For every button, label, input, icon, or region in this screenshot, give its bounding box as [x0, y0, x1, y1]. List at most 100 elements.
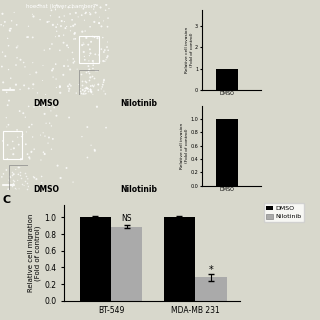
Point: [68, 24, 73, 29]
Point: [26, 86, 31, 91]
Point: [8, 76, 13, 81]
Point: [80, 29, 85, 34]
Point: [52, 7, 58, 12]
Point: [88, 88, 93, 93]
Point: [104, 55, 109, 60]
Point: [84, 85, 90, 90]
Point: [40, 63, 45, 68]
Point: [8, 86, 13, 91]
Point: [105, 39, 110, 44]
Point: [76, 82, 81, 87]
Text: DMSO: DMSO: [33, 185, 60, 195]
Point: [92, 147, 97, 152]
Point: [21, 111, 26, 116]
Point: [23, 173, 28, 179]
Point: [2, 19, 7, 24]
Point: [64, 24, 69, 29]
Point: [96, 82, 101, 87]
Point: [96, 88, 101, 93]
Point: [4, 90, 9, 95]
Point: [27, 124, 32, 130]
Point: [0, 138, 5, 143]
Point: [82, 78, 87, 83]
Point: [43, 103, 48, 108]
Point: [0, 50, 5, 55]
Point: [79, 12, 84, 18]
Point: [94, 3, 100, 8]
Point: [62, 19, 67, 24]
Point: [38, 132, 43, 138]
Point: [102, 48, 107, 53]
Point: [56, 101, 61, 106]
Point: [12, 178, 17, 183]
Point: [14, 22, 19, 28]
Point: [88, 12, 93, 17]
Point: [0, 22, 4, 27]
Point: [84, 85, 89, 91]
Point: [35, 90, 40, 95]
Point: [86, 58, 92, 63]
Point: [41, 150, 46, 155]
Point: [82, 57, 87, 62]
Point: [81, 6, 86, 11]
Point: [85, 86, 91, 91]
Point: [81, 91, 86, 96]
Point: [13, 82, 19, 87]
Point: [72, 31, 77, 36]
Point: [79, 90, 84, 95]
Point: [75, 67, 80, 72]
Point: [101, 78, 107, 83]
Point: [87, 77, 92, 82]
Point: [51, 75, 56, 80]
Point: [36, 3, 41, 8]
Point: [91, 4, 96, 9]
Point: [4, 167, 9, 172]
Point: [87, 67, 92, 72]
Point: [88, 75, 93, 80]
Point: [13, 62, 19, 68]
Point: [4, 115, 9, 120]
Point: [51, 66, 56, 71]
Point: [17, 172, 22, 178]
Legend: DMSO, Nilotinib: DMSO, Nilotinib: [264, 203, 304, 222]
Point: [61, 40, 66, 45]
Point: [88, 89, 93, 94]
Point: [31, 174, 36, 179]
Point: [101, 80, 106, 85]
Point: [26, 104, 31, 109]
Point: [71, 36, 76, 42]
Point: [78, 72, 84, 77]
Point: [92, 83, 97, 88]
Point: [64, 43, 69, 48]
Y-axis label: Relative cell migration
(Fold of control): Relative cell migration (Fold of control…: [28, 214, 42, 292]
Bar: [164, 217, 195, 301]
Point: [99, 24, 104, 29]
Point: [86, 42, 91, 47]
Point: [48, 108, 53, 113]
Point: [67, 86, 72, 91]
Point: [42, 151, 47, 156]
Point: [80, 43, 85, 48]
Point: [101, 18, 106, 23]
Point: [83, 28, 88, 34]
Point: [59, 19, 64, 24]
Point: [90, 59, 95, 64]
Point: [71, 56, 76, 61]
Point: [92, 19, 97, 24]
Point: [0, 64, 4, 69]
Point: [30, 12, 35, 17]
Point: [91, 63, 96, 68]
Point: [91, 76, 96, 81]
Point: [46, 135, 52, 140]
Y-axis label: Relative cell invasion
(Fold of control): Relative cell invasion (Fold of control): [180, 123, 189, 169]
Point: [0, 174, 4, 180]
Point: [82, 92, 87, 97]
Point: [6, 98, 12, 103]
Point: [12, 10, 17, 15]
Point: [54, 85, 59, 90]
Point: [74, 91, 79, 96]
Point: [21, 83, 27, 88]
Point: [14, 55, 20, 60]
Point: [71, 23, 76, 28]
Point: [49, 147, 54, 152]
